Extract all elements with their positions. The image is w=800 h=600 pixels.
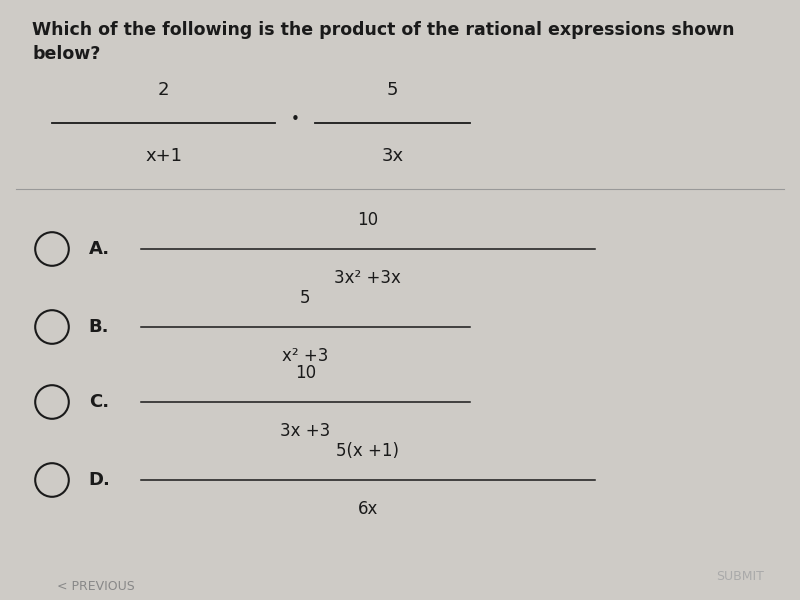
Text: below?: below?	[32, 45, 100, 63]
Text: B.: B.	[89, 318, 110, 336]
Text: C.: C.	[89, 393, 109, 411]
Text: 3x² +3x: 3x² +3x	[334, 269, 401, 287]
Text: 3x: 3x	[382, 147, 404, 165]
Text: •: •	[290, 113, 300, 127]
Text: A.: A.	[89, 240, 110, 258]
Text: 10: 10	[294, 364, 316, 382]
Text: D.: D.	[89, 471, 110, 489]
Text: 10: 10	[357, 211, 378, 229]
Text: 5: 5	[300, 289, 310, 307]
Text: 5(x +1): 5(x +1)	[336, 442, 399, 460]
Text: x² +3: x² +3	[282, 347, 328, 365]
Text: x+1: x+1	[145, 147, 182, 165]
Text: SUBMIT: SUBMIT	[716, 570, 764, 583]
Text: 5: 5	[387, 81, 398, 99]
Text: < PREVIOUS: < PREVIOUS	[57, 580, 135, 593]
Text: 2: 2	[158, 81, 170, 99]
Text: 6x: 6x	[358, 500, 378, 518]
Text: Which of the following is the product of the rational expressions shown: Which of the following is the product of…	[32, 21, 734, 39]
Text: 3x +3: 3x +3	[280, 422, 330, 440]
